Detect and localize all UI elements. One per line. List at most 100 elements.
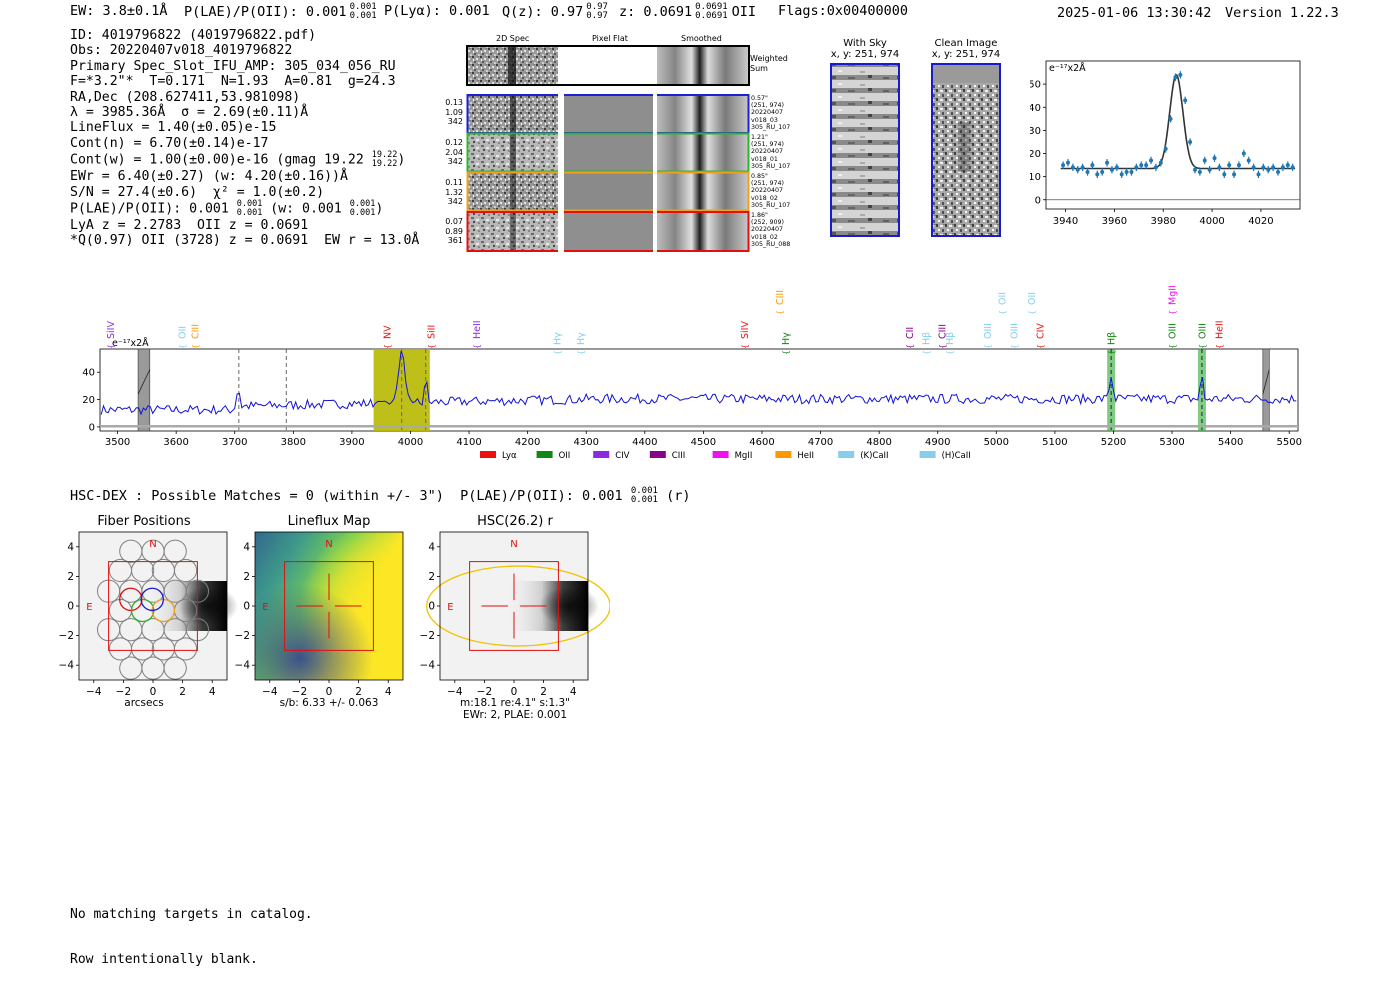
- cutout-row-2: [466, 171, 750, 212]
- header-z-sub: 0.0691: [695, 11, 728, 21]
- cutout-row-2-right: 0.85" (251, 974) 20220407 v018_02 305_RU…: [751, 173, 791, 209]
- map-ytick-label: −4: [59, 660, 75, 672]
- zoom-data-point: [1105, 160, 1110, 165]
- zoom-data-point: [1202, 158, 1207, 163]
- emission-line-label: Hγ {: [781, 332, 792, 355]
- clean-image-title-text: Clean Image: [934, 38, 998, 49]
- spectrum-legend-item: Lyα: [480, 451, 517, 461]
- zoom-data-point: [1192, 167, 1197, 172]
- info-radec: RA,Dec (208.627411,53.981098): [70, 89, 301, 105]
- legend-label: CIV: [615, 451, 629, 461]
- header-z-sup: 0.0691: [695, 2, 728, 12]
- emission-line-label: Hγ {: [576, 332, 587, 355]
- map-ytick-label: 2: [428, 571, 435, 583]
- zoom-data-point: [1266, 167, 1271, 172]
- zoom-data-point: [1251, 165, 1256, 170]
- emission-line-name: HeII: [472, 320, 483, 339]
- emission-line-brace: {: [427, 344, 436, 349]
- zoom-ytick-label: 30: [1030, 126, 1041, 137]
- info-lineflux: LineFlux = 1.40(±0.05)e-15: [70, 120, 277, 136]
- north-label: N: [325, 539, 332, 550]
- emission-line-name: CII: [905, 327, 916, 339]
- map-ytick-label: 2: [243, 571, 250, 583]
- zoom-data-point: [1129, 170, 1134, 174]
- emission-line-brace: {: [178, 344, 187, 349]
- zoom-data-point: [1139, 163, 1144, 168]
- emission-line-brace: {: [1027, 310, 1036, 315]
- emission-line-label: Hβ {: [945, 332, 956, 355]
- zoom-data-point: [1119, 172, 1124, 177]
- emission-line-brace: {: [1036, 344, 1045, 349]
- spectrum-xtick-label: 5500: [1276, 437, 1301, 448]
- info-plae: P(LAE)/P(OII): 0.001 0.001 0.001 (w: 0.00…: [70, 200, 419, 218]
- zoom-data-point: [1232, 172, 1237, 177]
- map-xtick-label: −2: [116, 686, 131, 698]
- header-flags: Flags:0x00400000: [778, 3, 909, 19]
- legend-swatch: [536, 451, 553, 458]
- cutout-col-smooth: Smoothed: [681, 34, 722, 43]
- info-cont-w-value: Cont(w) = 1.00(±0.00)e-16 (gmag 19.22: [70, 152, 364, 168]
- map-xtick-label: 2: [540, 686, 547, 698]
- header-qz-value: Q(z): 0.97: [502, 4, 584, 20]
- spectrum-xtick-label: 3900: [339, 437, 364, 448]
- map-xtick-label: 0: [150, 686, 157, 698]
- emission-line-name: SiIV: [106, 321, 117, 339]
- spectrum-mask-hatch: [137, 369, 151, 395]
- emission-line-label: CIII {: [937, 324, 948, 349]
- spectrum-legend-item: (K)CaII: [838, 451, 889, 461]
- hsc-matches: HSC-DEX : Possible Matches = 0 (within +…: [70, 487, 690, 505]
- zoom-data-point: [1236, 163, 1241, 168]
- spectrum-xtick-label: 5300: [1159, 437, 1184, 448]
- emission-line-label: OII {: [998, 292, 1009, 315]
- with-sky-title-text: With Sky: [843, 38, 887, 49]
- info-plae-sup: 0.001: [236, 199, 263, 210]
- sky-images: [830, 63, 1001, 237]
- emission-line-brace: {: [473, 344, 482, 349]
- zoom-xtick-label: 4020: [1248, 216, 1273, 227]
- lineflux-map-title: Lineflux Map: [287, 514, 371, 529]
- spectrum-xtick-label: 4400: [632, 437, 657, 448]
- map-ytick-label: −4: [235, 660, 251, 672]
- zoom-ytick-label: 10: [1030, 172, 1041, 183]
- hsc-caption-1: m:18.1 re:4.1" s:1.3": [460, 697, 570, 709]
- zoom-ytick-label: 50: [1030, 80, 1041, 91]
- zoom-data-point: [1109, 167, 1114, 172]
- spectrum-axes-frame: [99, 348, 1299, 432]
- info-primary: Primary Spec_Slot_IFU_AMP: 305_034_056_R…: [70, 58, 396, 74]
- fiber-positions-title: Fiber Positions: [97, 514, 191, 529]
- fiber-galaxy-core: [178, 586, 238, 626]
- cutout-col-2d: 2D Spec: [496, 34, 530, 43]
- emission-line-label: MgII {: [1168, 285, 1179, 315]
- fiber-circle: [131, 558, 155, 583]
- spectrum-green-band: [1107, 349, 1116, 431]
- cutout-row-3-left: 0.07 0.89 361: [445, 217, 463, 245]
- lineflux-panel: N E 4 2 0 −2 −4 −4 −2 0 2 4: [235, 531, 404, 698]
- map-xtick-label: 2: [355, 686, 362, 698]
- with-sky-title: With Sky x, y: 251, 974: [822, 38, 908, 60]
- zoom-xtick-label: 3980: [1151, 216, 1176, 227]
- spectrum-xtick-label: 3800: [281, 437, 306, 448]
- header-version: Version 1.22.3: [1225, 5, 1339, 21]
- map-ytick-label: −4: [420, 660, 436, 672]
- zoom-ytick-label: 40: [1030, 103, 1041, 114]
- emission-line-name: OIII: [983, 323, 994, 339]
- info-lambda: λ = 3985.36Å σ = 2.69(±0.11)Å: [70, 105, 309, 121]
- spectrum-xtick-label: 5200: [1101, 437, 1126, 448]
- cutout-row-0-right: 0.57" (251, 974) 20220407 v018_03 305_RU…: [751, 95, 791, 131]
- emission-line-name: OIII: [1197, 323, 1208, 339]
- info-plae-sub: 0.001: [236, 207, 263, 218]
- spectrum-legend-item: CIV: [593, 451, 630, 461]
- spectrum-xtick-label: 4800: [866, 437, 891, 448]
- cutout-row-1-right: 1.21" (251, 974) 20220407 v018_01 305_RU…: [751, 134, 791, 170]
- spectrum-masked-band: [137, 348, 151, 432]
- spectrum-legend-item: (H)CaII: [919, 451, 971, 461]
- zoom-data-point: [1246, 158, 1251, 163]
- map-ytick-label: 0: [243, 601, 250, 613]
- zoom-data-point: [1178, 72, 1183, 77]
- map-xtick-label: −4: [86, 686, 102, 698]
- hsc-galaxy-core: [539, 586, 599, 626]
- spectrum-xtick-label: 4000: [398, 437, 423, 448]
- map-xtick-label: −2: [292, 686, 307, 698]
- zoom-data-point: [1168, 116, 1173, 121]
- legend-swatch: [593, 451, 610, 458]
